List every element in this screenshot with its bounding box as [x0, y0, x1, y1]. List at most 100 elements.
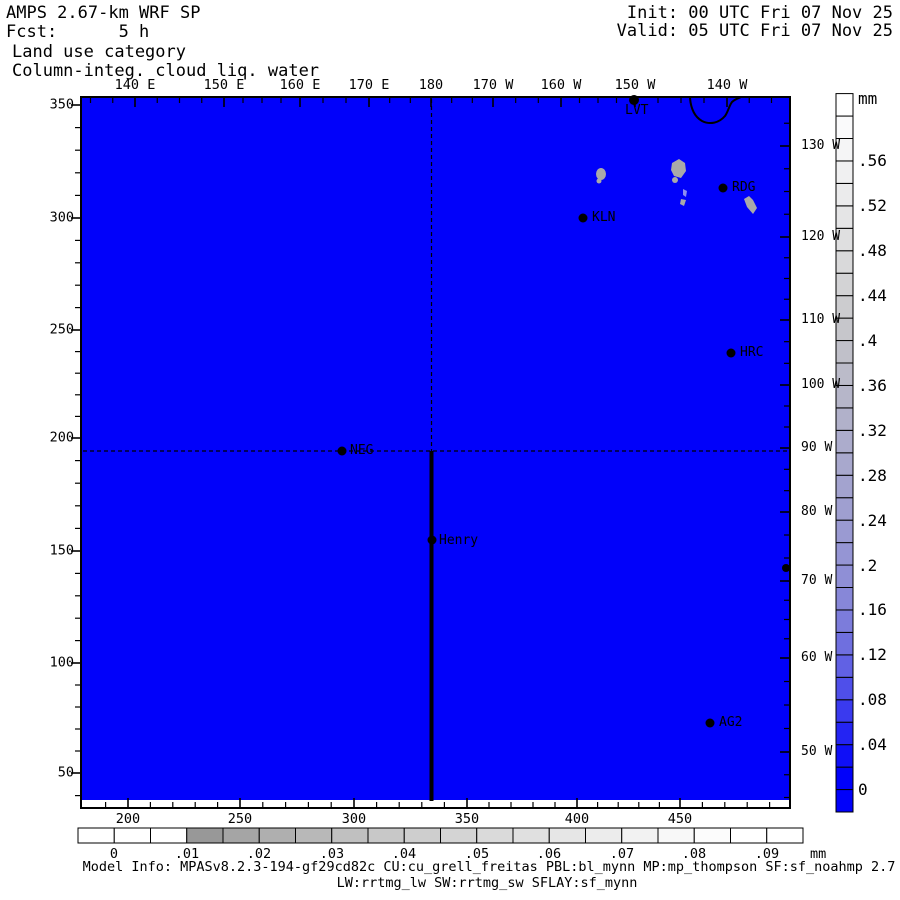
right-colorbar-box: [835, 474, 854, 499]
bottom-colorbar-label: 0: [109, 846, 119, 862]
right-colorbar-label: .32: [858, 421, 887, 441]
left-axis-label: 100: [49, 654, 74, 671]
station-dot: [629, 95, 639, 105]
right-colorbar-box: [835, 182, 854, 207]
station-dot: [705, 718, 715, 728]
right-axis-label: 120 W: [801, 228, 841, 244]
right-colorbar-box: [835, 250, 854, 274]
bottom-colorbar-box: [150, 827, 188, 844]
top-axis-label: 140 E: [114, 77, 156, 93]
left-axis-label: 250: [49, 321, 74, 338]
field-name-line2: Column-integ. cloud liq. water: [12, 61, 320, 81]
right-colorbar-unit: mm: [858, 89, 878, 108]
bottom-colorbar-label: .02: [246, 846, 272, 862]
top-axis-label: 160 W: [540, 77, 582, 93]
map-field-fill: [82, 98, 789, 800]
bottom-colorbar-label: .07: [609, 846, 635, 862]
right-colorbar-box: [835, 587, 854, 611]
right-colorbar-box: [835, 93, 854, 117]
right-axis-label: 70 W: [801, 572, 833, 588]
forecast-hour: Fcst: 5 h: [6, 22, 150, 42]
map-bottom-gap: [82, 800, 789, 807]
bottom-colorbar-label: .03: [319, 846, 345, 862]
coastline: [689, 96, 742, 125]
bottom-colorbar-label: .04: [391, 846, 417, 862]
top-axis-label: 150 W: [614, 77, 656, 93]
top-axis-label: 170 W: [472, 77, 514, 93]
model-title: AMPS 2.67-km WRF SP: [6, 3, 201, 23]
top-axis-label: 140 W: [706, 77, 748, 93]
top-axis-label: 170 E: [348, 77, 390, 93]
right-colorbar-box: [835, 429, 854, 454]
bottom-colorbar-label: .01: [174, 846, 200, 862]
bottom-colorbar-box: [113, 827, 151, 844]
station-dot: [718, 183, 728, 193]
island: [596, 178, 602, 184]
bottom-colorbar-box: [258, 827, 296, 844]
island: [596, 168, 606, 180]
bottom-colorbar-box: [657, 827, 695, 844]
valid-time: Valid: 05 UTC Fri 07 Nov 25: [616, 21, 893, 41]
right-colorbar-box: [835, 699, 854, 723]
x-axis-label: 300: [341, 811, 367, 827]
right-colorbar-box: [835, 542, 854, 566]
right-colorbar-label: .24: [858, 511, 887, 531]
top-axis-label: 150 E: [203, 77, 245, 93]
footer-model-info: Model Info: MPASv8.2.3-194-gf29cd82c CU:…: [82, 859, 896, 875]
right-axis-label: 80 W: [801, 503, 833, 519]
right-colorbar-box: [835, 519, 854, 544]
left-axis-label: 50: [57, 764, 74, 781]
right-colorbar-box: [835, 564, 854, 588]
station-dot: [337, 446, 347, 456]
station-label: HRC: [740, 345, 764, 360]
station-dot: [578, 213, 588, 223]
right-colorbar-label: .16: [858, 600, 887, 620]
island: [744, 196, 757, 214]
station-label: NEG: [350, 443, 374, 458]
bottom-colorbar-box: [548, 827, 586, 844]
right-colorbar-box: [835, 205, 854, 229]
right-colorbar-box: [835, 654, 854, 678]
left-axis-label: 300: [49, 209, 74, 226]
right-axis-label: 100 W: [801, 376, 841, 392]
right-colorbar-label: 0: [858, 780, 868, 800]
bottom-colorbar-box: [295, 827, 333, 844]
bottom-colorbar-box: [440, 827, 478, 844]
island: [683, 189, 687, 197]
right-colorbar-label: .28: [858, 466, 887, 486]
x-axis-label: 400: [564, 811, 590, 827]
init-time: Init: 00 UTC Fri 07 Nov 25: [626, 3, 893, 23]
right-axis-label: 110 W: [801, 311, 841, 327]
right-colorbar-label: .12: [858, 645, 887, 665]
bottom-colorbar-box: [222, 827, 260, 844]
x-axis-label: 200: [115, 811, 141, 827]
right-colorbar-box: [835, 115, 854, 140]
bottom-colorbar-box: [621, 827, 659, 844]
right-colorbar-box: [835, 676, 854, 701]
bottom-colorbar-label: .05: [464, 846, 490, 862]
bottom-colorbar-box: [766, 827, 804, 844]
top-axis-label: 180: [418, 77, 444, 93]
right-colorbar-box: [835, 609, 854, 633]
right-axis-label: 60 W: [801, 649, 833, 665]
right-axis-label: 130 W: [801, 137, 841, 153]
station-dot: [726, 348, 736, 358]
right-colorbar-label: .48: [858, 241, 887, 261]
bottom-colorbar-box: [512, 827, 550, 844]
x-axis-label: 250: [227, 811, 253, 827]
bottom-colorbar-box: [186, 827, 224, 844]
station-label: Henry: [439, 533, 479, 548]
left-axis-label: 350: [49, 96, 74, 113]
bottom-colorbar-box: [77, 827, 115, 844]
right-axis-label: 50 W: [801, 743, 833, 759]
island: [672, 177, 678, 183]
right-colorbar-label: .08: [858, 690, 887, 710]
right-colorbar-box: [835, 160, 854, 184]
right-colorbar-box: [835, 744, 854, 768]
right-colorbar-label: .56: [858, 151, 887, 171]
bottom-colorbar-box: [730, 827, 768, 844]
bottom-colorbar-box: [367, 827, 405, 844]
right-colorbar-label: .44: [858, 286, 887, 306]
left-axis-label: 150: [49, 542, 74, 559]
